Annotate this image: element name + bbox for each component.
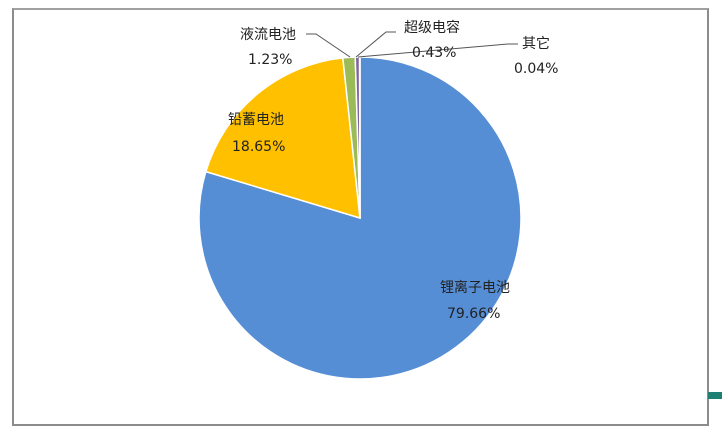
slice-label-value: 1.23% [248, 52, 292, 68]
accent-bar [708, 392, 722, 399]
slice-label-value: 0.04% [514, 61, 558, 77]
pie-slice-1 [204, 57, 361, 220]
slice-label-value: 79.66% [447, 306, 500, 322]
slice-label-name: 锂离子电池 [440, 279, 510, 296]
slice-label-name: 液流电池 [240, 27, 296, 43]
slice-label-name: 其它 [522, 35, 550, 52]
slice-label-name: 超级电容 [404, 19, 460, 36]
slice-label-value: 0.43% [412, 45, 456, 61]
leader-line-supercap [355, 31, 396, 58]
slice-label-name: 铅蓄电池 [228, 112, 284, 128]
slice-label-value: 18.65% [232, 139, 285, 155]
leader-line-flow [306, 33, 351, 58]
leader-line-other [357, 43, 518, 58]
